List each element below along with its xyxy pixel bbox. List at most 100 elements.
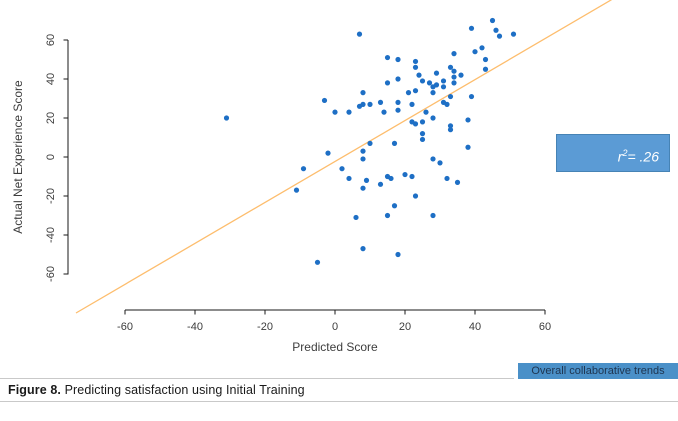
data-point — [377, 181, 384, 187]
data-point — [451, 80, 457, 86]
data-point — [377, 99, 384, 105]
data-point — [451, 68, 457, 74]
data-point — [465, 117, 471, 123]
scatter-points — [223, 17, 517, 265]
data-point — [346, 109, 352, 115]
data-point — [381, 109, 387, 115]
r-squared-badge: r2= .26 — [556, 134, 670, 172]
data-point — [451, 51, 457, 57]
data-point — [223, 115, 230, 121]
data-point — [447, 127, 454, 133]
data-point — [314, 259, 321, 265]
data-point — [300, 166, 307, 172]
data-point — [363, 177, 370, 183]
data-point — [405, 90, 412, 96]
data-point — [384, 80, 391, 86]
data-point — [430, 156, 436, 162]
data-point — [367, 101, 373, 107]
legend-tag: Overall collaborative trends — [518, 363, 678, 379]
data-point — [360, 185, 366, 191]
data-point — [409, 101, 415, 107]
data-point — [468, 93, 475, 100]
data-point — [489, 17, 496, 24]
figure-caption: Figure 8. Predicting satisfaction using … — [8, 383, 668, 397]
data-point — [468, 25, 475, 31]
data-point — [353, 214, 359, 221]
data-point — [391, 203, 398, 209]
data-point — [412, 58, 419, 65]
data-point — [430, 90, 436, 96]
y-tick-label: 20 — [45, 112, 57, 124]
data-point — [384, 212, 391, 219]
data-point — [325, 150, 331, 156]
data-point — [409, 173, 415, 180]
data-point — [360, 90, 366, 96]
x-axis-ticks: -60 -40 -20 0 20 40 60 — [117, 310, 551, 333]
data-point — [395, 76, 401, 82]
y-tick-label: -60 — [45, 266, 57, 282]
x-tick-label: 0 — [332, 321, 338, 333]
data-point — [356, 31, 363, 37]
data-point — [451, 74, 457, 80]
data-point — [360, 148, 366, 154]
data-point — [388, 175, 394, 182]
data-point — [426, 80, 433, 86]
data-point — [339, 166, 345, 172]
x-axis-title: Predicted Score — [292, 340, 378, 354]
data-point — [465, 144, 471, 150]
data-point — [412, 64, 419, 70]
data-point — [444, 175, 450, 182]
data-point — [419, 136, 426, 143]
data-point — [412, 193, 419, 199]
data-point — [447, 93, 454, 100]
y-axis-title: Actual Net Experience Score — [11, 80, 25, 234]
data-point — [346, 175, 352, 182]
data-point — [419, 131, 426, 137]
data-point — [360, 101, 366, 107]
data-point — [332, 109, 338, 115]
data-point — [391, 140, 398, 146]
data-point — [430, 115, 436, 121]
caption-divider-bottom — [0, 401, 678, 402]
data-point — [482, 66, 489, 72]
caption-text: Predicting satisfaction using Initial Tr… — [61, 383, 305, 397]
data-point — [440, 78, 447, 84]
data-point — [419, 78, 426, 84]
data-point — [367, 140, 373, 146]
data-point — [510, 31, 517, 37]
data-point — [472, 49, 478, 55]
data-point — [437, 160, 443, 166]
y-tick-label: 0 — [45, 154, 57, 160]
y-tick-label: -20 — [45, 188, 57, 204]
data-point — [360, 156, 366, 162]
data-point — [430, 212, 436, 219]
data-point — [412, 88, 419, 94]
x-tick-label: 60 — [539, 321, 551, 333]
data-point — [423, 109, 429, 115]
data-point — [384, 54, 391, 61]
data-point — [493, 27, 499, 33]
r-squared-exponent: 2 — [622, 148, 628, 158]
y-tick-label: 60 — [45, 34, 57, 46]
data-point — [395, 56, 401, 63]
x-tick-label: -40 — [187, 321, 203, 333]
data-point — [447, 123, 454, 129]
x-tick-label: 20 — [399, 321, 411, 333]
caption-prefix: Figure 8. — [8, 383, 61, 397]
trend-line — [75, 0, 612, 314]
caption-divider-top — [0, 378, 514, 379]
x-tick-label: -20 — [257, 321, 273, 333]
data-point — [454, 179, 461, 185]
data-point — [479, 45, 485, 51]
x-tick-label: 40 — [469, 321, 481, 333]
data-point — [430, 84, 436, 90]
data-point — [395, 251, 401, 258]
data-point — [416, 72, 422, 78]
data-point — [321, 97, 328, 104]
data-point — [395, 107, 401, 113]
data-point — [440, 84, 447, 90]
data-point — [395, 99, 401, 105]
y-axis-ticks: -60 -40 -20 0 20 40 60 — [45, 34, 68, 282]
